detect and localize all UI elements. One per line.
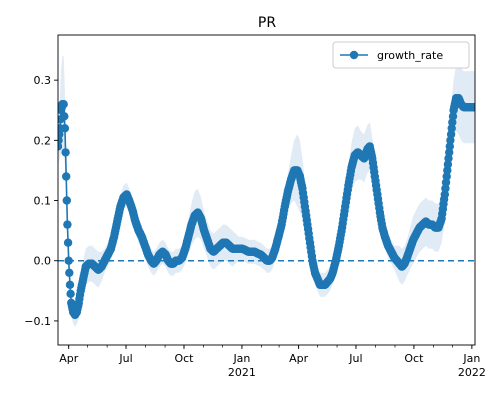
x-tick-label: Oct xyxy=(174,352,194,365)
plot-frame xyxy=(57,34,476,346)
legend-box xyxy=(332,41,470,69)
x-tick-label: Jan xyxy=(232,352,250,365)
y-tick-label: 0.3 xyxy=(34,74,52,87)
data-point xyxy=(61,148,70,157)
data-point xyxy=(60,112,69,121)
x-tick-label: Oct xyxy=(404,352,424,365)
y-tick-label: 0.1 xyxy=(34,195,52,208)
y-tick-label: 0.2 xyxy=(34,134,52,147)
data-point xyxy=(59,100,68,109)
x-tick-label: Jul xyxy=(118,352,132,365)
confidence-band xyxy=(58,56,475,327)
data-point xyxy=(62,196,71,205)
data-point xyxy=(445,142,454,151)
y-axis: −0.1 0.0 0.1 0.2 0.3 xyxy=(24,74,58,328)
x-tick-label: Jan xyxy=(462,352,480,365)
data-point xyxy=(61,172,71,181)
x-tick-label: Jul xyxy=(348,352,362,365)
data-point xyxy=(66,289,75,298)
data-point xyxy=(448,112,458,121)
data-point xyxy=(60,124,70,133)
plot-area xyxy=(58,56,475,327)
chart-title: PR xyxy=(258,15,276,31)
legend-marker-swatch xyxy=(349,50,359,60)
data-point xyxy=(470,103,475,112)
x-tick-year-label: 2022 xyxy=(458,366,486,379)
legend-label-growth-rate: growth_rate xyxy=(377,49,443,62)
y-tick-label: −0.1 xyxy=(24,315,51,328)
data-point xyxy=(65,280,75,289)
legend: growth_rate xyxy=(332,41,470,69)
data-point xyxy=(63,238,73,247)
data-point xyxy=(64,256,73,265)
data-point xyxy=(442,172,451,181)
x-tick-year-label: 2021 xyxy=(228,366,256,379)
x-tick-label: Apr xyxy=(289,352,309,365)
series-layer xyxy=(58,94,475,320)
confidence-band-layer xyxy=(58,56,475,327)
x-tick-label: Apr xyxy=(59,352,79,365)
data-point xyxy=(65,268,74,277)
data-point xyxy=(63,220,72,229)
y-tick-label: 0.0 xyxy=(34,255,52,268)
